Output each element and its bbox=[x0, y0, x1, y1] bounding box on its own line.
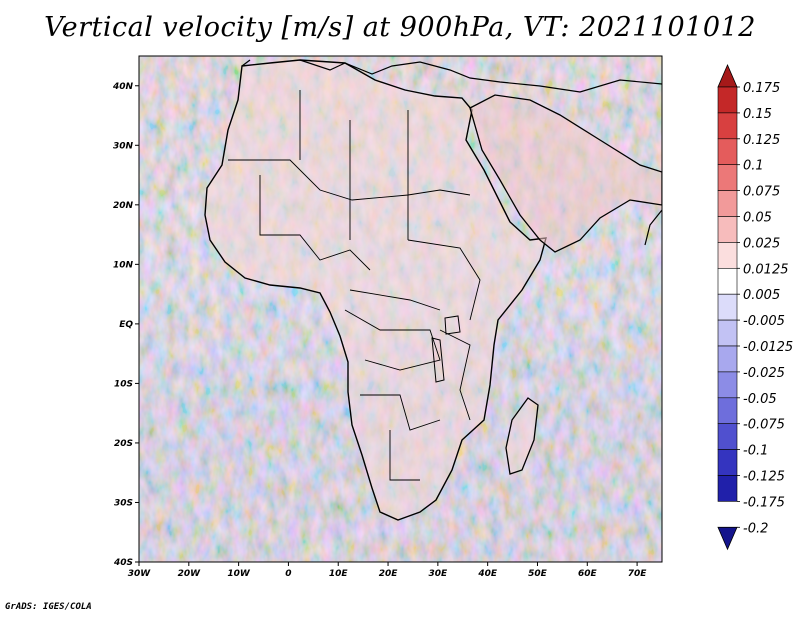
colorbar-label: -0.175 bbox=[743, 495, 785, 510]
colorbar-bottom-arrow bbox=[717, 526, 738, 551]
colorbar-bin bbox=[717, 293, 738, 321]
colorbar-bin bbox=[717, 371, 738, 399]
lon-tick-label: 60E bbox=[578, 569, 598, 579]
madagascar bbox=[505, 397, 539, 475]
colorbar-label: -0.0125 bbox=[743, 340, 793, 355]
colorbar-bin bbox=[717, 449, 738, 476]
colorbar-label: 0.175 bbox=[743, 81, 780, 96]
lat-tick-label: 40S bbox=[113, 558, 133, 568]
colorbar-bin bbox=[717, 164, 738, 191]
colorbar-bin bbox=[717, 190, 738, 217]
colorbar-bin bbox=[717, 345, 738, 373]
lat-tick-label: 30S bbox=[114, 498, 133, 508]
lon-tick-label: 0 bbox=[285, 569, 291, 579]
lon-tick-label: 40E bbox=[477, 569, 498, 579]
colorbar-label: -0.1 bbox=[743, 444, 768, 459]
footer-credit: GrADS: IGES/COLA bbox=[5, 602, 92, 612]
lat-tick-label: EQ bbox=[119, 320, 133, 330]
colorbar-bin bbox=[717, 138, 738, 166]
colorbar-bin bbox=[717, 112, 738, 140]
colorbar-top-arrow bbox=[717, 63, 738, 88]
colorbar-label: -0.025 bbox=[743, 366, 785, 381]
colorbar-label: 0.005 bbox=[743, 288, 780, 303]
lon-tick-label: 20W bbox=[178, 569, 202, 579]
lat-tick-label: 30N bbox=[113, 141, 134, 151]
colorbar-bin bbox=[717, 475, 738, 502]
colorbar-bin bbox=[717, 423, 738, 450]
colorbar-bin bbox=[717, 319, 738, 347]
colorbar-label: -0.075 bbox=[743, 418, 785, 433]
colorbar-label: 0.15 bbox=[743, 107, 772, 122]
colorbar-label: -0.2 bbox=[743, 521, 768, 536]
lat-tick-label: 10N bbox=[113, 260, 134, 270]
colorbar-bin bbox=[717, 267, 738, 295]
colorbar-bin bbox=[717, 216, 738, 243]
lon-tick-label: 70E bbox=[628, 569, 648, 579]
lat-tick-label: 20S bbox=[114, 439, 133, 449]
colorbar: 0.175 0.15 0.125 0.1 0.075 0.05 0.025 0.0125 0.0… bbox=[717, 63, 793, 551]
colorbar-bin bbox=[717, 86, 738, 114]
africa-landmass bbox=[204, 59, 547, 521]
lake-victoria bbox=[444, 315, 461, 335]
lake-tanganyika bbox=[431, 337, 445, 383]
lat-tick-label: 20N bbox=[113, 201, 134, 211]
colorbar-label: 0.075 bbox=[743, 185, 780, 200]
colorbar-label: -0.05 bbox=[743, 392, 777, 407]
india-coast bbox=[644, 209, 662, 246]
lon-tick-label: 20E bbox=[379, 569, 399, 579]
lon-tick-label: 30W bbox=[128, 569, 152, 579]
colorbar-bin bbox=[717, 397, 738, 424]
colorbar-label: -0.125 bbox=[743, 470, 785, 485]
lon-tick-label: 30E bbox=[429, 569, 449, 579]
lat-tick-label: 40N bbox=[112, 82, 134, 92]
colorbar-label: 0.025 bbox=[743, 236, 780, 251]
arabia-landmass bbox=[469, 94, 662, 253]
lon-tick-label: 10W bbox=[227, 569, 251, 579]
europe-coast bbox=[241, 59, 662, 93]
colorbar-label: 0.1 bbox=[743, 159, 764, 174]
map-frame bbox=[138, 55, 663, 563]
colorbar-label: 0.05 bbox=[743, 211, 772, 226]
lon-tick-label: 10E bbox=[329, 569, 349, 579]
country-borders bbox=[228, 90, 481, 481]
colorbar-label: -0.005 bbox=[743, 314, 785, 329]
colorbar-label: 0.125 bbox=[743, 133, 780, 148]
map-panel bbox=[139, 56, 662, 562]
lon-tick-label: 50E bbox=[528, 569, 548, 579]
lat-tick-label: 10S bbox=[114, 379, 133, 389]
colorbar-bin bbox=[717, 242, 738, 269]
page-title: Vertical velocity [m/s] at 900hPa, VT: 2… bbox=[44, 12, 756, 43]
colorbar-label: 0.0125 bbox=[743, 262, 789, 277]
